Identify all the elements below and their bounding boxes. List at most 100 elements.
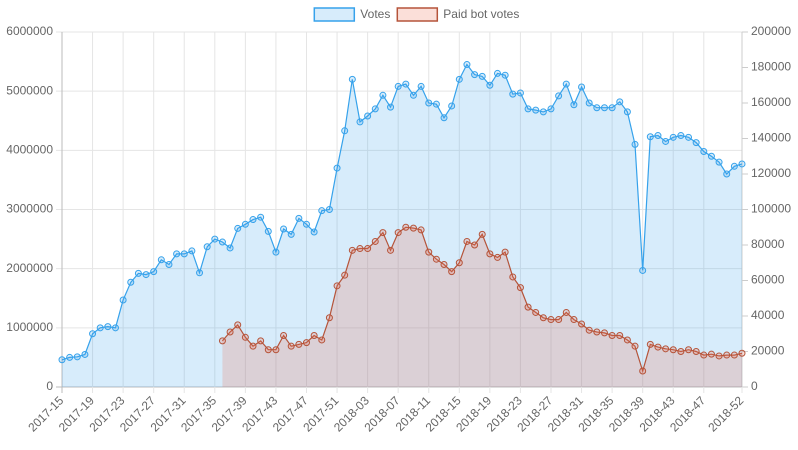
point xyxy=(234,224,242,232)
point xyxy=(578,83,586,91)
point xyxy=(302,339,310,347)
point xyxy=(539,108,547,116)
point xyxy=(692,139,700,147)
point xyxy=(494,253,502,261)
point xyxy=(318,207,326,215)
point xyxy=(600,104,608,112)
point xyxy=(654,132,662,140)
point xyxy=(455,259,463,267)
point xyxy=(455,75,463,83)
point xyxy=(325,314,333,322)
point xyxy=(509,273,517,281)
point xyxy=(432,100,440,108)
point xyxy=(662,137,670,145)
y-tick-label: 2000000 xyxy=(6,261,53,275)
point xyxy=(287,230,295,238)
point xyxy=(585,99,593,107)
point xyxy=(364,245,372,253)
point xyxy=(211,235,219,243)
point xyxy=(631,342,639,350)
point xyxy=(677,132,685,140)
y2-tick-label: 0 xyxy=(751,379,758,393)
point xyxy=(616,332,624,340)
point xyxy=(608,332,616,340)
point xyxy=(165,261,173,269)
point xyxy=(570,101,578,109)
point xyxy=(700,148,708,156)
point xyxy=(371,105,379,113)
point xyxy=(532,308,540,316)
point xyxy=(409,91,417,99)
point xyxy=(639,367,647,375)
point xyxy=(364,112,372,120)
point xyxy=(524,105,532,113)
point xyxy=(440,261,448,269)
point xyxy=(463,237,471,245)
point xyxy=(562,80,570,88)
point xyxy=(608,104,616,112)
y-tick-label: 0 xyxy=(46,379,53,393)
point xyxy=(188,247,196,255)
point xyxy=(387,246,395,254)
point xyxy=(524,303,532,311)
point xyxy=(302,220,310,228)
point xyxy=(654,343,662,351)
point xyxy=(692,348,700,355)
point xyxy=(600,329,608,337)
point xyxy=(310,228,318,236)
point xyxy=(662,345,670,353)
area xyxy=(62,64,742,387)
point xyxy=(341,271,349,279)
point xyxy=(81,350,89,358)
point xyxy=(348,75,356,83)
point xyxy=(501,248,509,256)
point xyxy=(669,133,677,141)
point xyxy=(218,337,226,345)
point xyxy=(578,320,586,328)
point xyxy=(310,332,318,340)
point xyxy=(585,326,593,334)
y-tick-label: 5000000 xyxy=(6,83,53,97)
point xyxy=(425,99,433,107)
point xyxy=(272,346,280,354)
x-tick-label: 2018-52 xyxy=(705,393,746,434)
point xyxy=(440,114,448,122)
point xyxy=(119,296,127,304)
point xyxy=(478,230,486,238)
point xyxy=(325,206,333,213)
point xyxy=(547,316,555,324)
point xyxy=(371,237,379,245)
point xyxy=(570,316,578,324)
point xyxy=(241,220,249,228)
point xyxy=(425,248,433,256)
point xyxy=(66,353,74,361)
point xyxy=(295,214,303,222)
point xyxy=(677,348,685,355)
point xyxy=(356,118,364,126)
point xyxy=(555,92,563,100)
y2-tick-label: 60000 xyxy=(751,273,785,287)
point xyxy=(409,224,417,232)
point xyxy=(394,229,402,237)
point xyxy=(249,216,257,224)
legend-swatch xyxy=(313,7,356,22)
point xyxy=(402,80,410,88)
point xyxy=(593,328,601,336)
y2-tick-label: 40000 xyxy=(751,308,785,322)
point xyxy=(173,250,181,258)
y2-tick-label: 100000 xyxy=(751,202,791,216)
point xyxy=(264,227,272,235)
point xyxy=(631,140,639,148)
point xyxy=(218,238,226,246)
point xyxy=(257,337,265,345)
point xyxy=(707,350,715,358)
y2-tick-label: 140000 xyxy=(751,131,791,145)
point xyxy=(142,271,150,279)
point xyxy=(111,324,119,332)
point xyxy=(471,71,479,79)
point xyxy=(356,245,364,253)
point xyxy=(623,336,631,344)
point xyxy=(509,90,517,98)
point xyxy=(639,266,647,274)
